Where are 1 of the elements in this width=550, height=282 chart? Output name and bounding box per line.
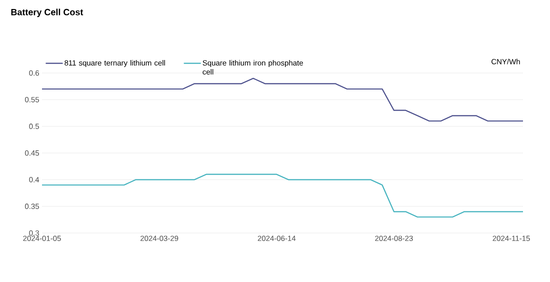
chart-title: Battery Cell Cost bbox=[11, 8, 84, 18]
